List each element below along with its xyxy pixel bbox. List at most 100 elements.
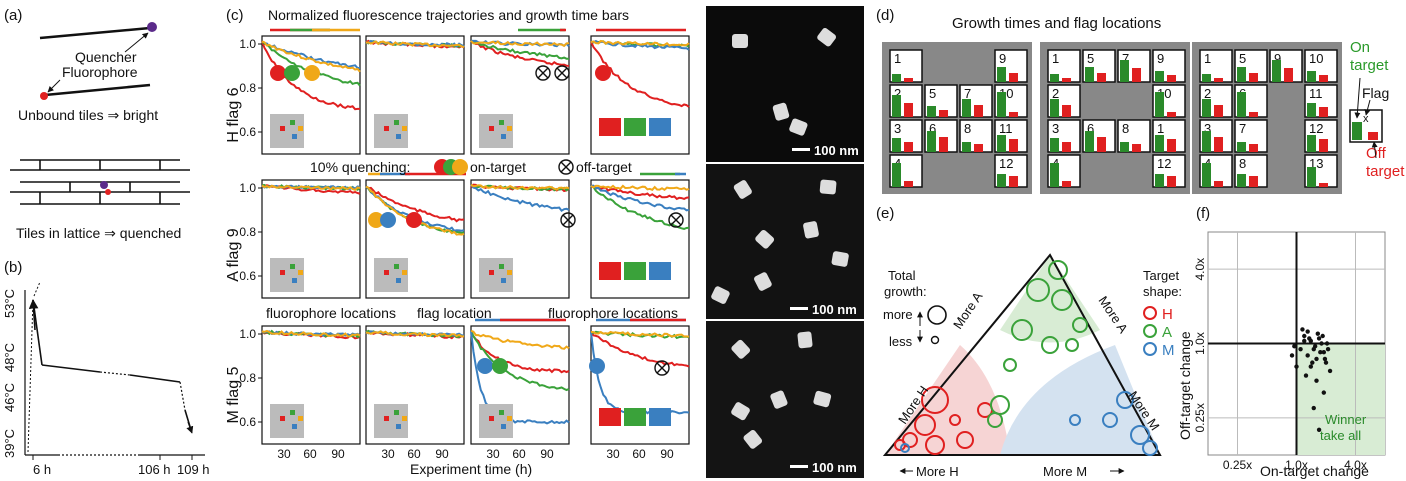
tile-number: 6 bbox=[1087, 121, 1094, 136]
ham-logo-m bbox=[649, 262, 671, 280]
off-target-marker-icon bbox=[654, 360, 670, 376]
scatter-point bbox=[1300, 327, 1305, 332]
fluor-marker bbox=[280, 270, 285, 275]
y-tick-label: 0.6 bbox=[239, 415, 256, 429]
origami-tile bbox=[755, 229, 775, 249]
temp-label-53: 53°C bbox=[2, 289, 17, 318]
winner-1: Winner bbox=[1325, 412, 1367, 427]
x-tick-label: 0.25x bbox=[1223, 458, 1252, 472]
panel-e-label: (e) bbox=[876, 205, 894, 222]
off-target-bar bbox=[1214, 78, 1223, 82]
y-tick-label: 1.0 bbox=[239, 327, 256, 341]
tile-number: 1 bbox=[1052, 51, 1059, 66]
off-target-marker-icon bbox=[656, 362, 668, 374]
on-target-marker bbox=[284, 65, 300, 81]
on-target-bar bbox=[1050, 74, 1059, 82]
fluor-marker bbox=[402, 270, 407, 275]
off-target-marker-icon bbox=[562, 214, 574, 226]
legend-on-target: on-target bbox=[470, 159, 526, 175]
fluor-marker bbox=[499, 120, 504, 125]
x-tick-label: 60 bbox=[512, 447, 526, 461]
growth-circle bbox=[1041, 336, 1059, 354]
tile-number: 1 bbox=[1204, 51, 1211, 66]
trajectory-line bbox=[365, 185, 465, 223]
fluor-marker bbox=[384, 270, 389, 275]
growth-circle bbox=[1051, 289, 1073, 311]
tile-number: 1 bbox=[894, 51, 901, 66]
off-target-bar bbox=[1319, 107, 1328, 117]
tile-number: 5 bbox=[1087, 51, 1094, 66]
on-target-marker bbox=[380, 212, 396, 228]
legend-off-target: off-target bbox=[576, 159, 632, 175]
x-tick-label: 60 bbox=[407, 447, 421, 461]
origami-tile bbox=[732, 34, 748, 48]
fluor-marker bbox=[384, 126, 389, 131]
y-tick-label: 4.0x bbox=[1193, 258, 1207, 281]
growth-circle bbox=[1026, 278, 1050, 302]
on-target-marker bbox=[589, 358, 605, 374]
tile-number: 9 bbox=[1157, 51, 1164, 66]
origami-tile bbox=[770, 390, 788, 409]
trajectory-line bbox=[590, 39, 690, 47]
off-target-bar bbox=[1062, 78, 1071, 82]
scatter-point bbox=[1302, 338, 1307, 344]
y-tick-label: 0.8 bbox=[239, 225, 256, 239]
fluor-marker bbox=[292, 424, 297, 429]
panel-c-label: (c) bbox=[226, 7, 244, 24]
tile-number: 7 bbox=[964, 86, 971, 101]
scatter-point bbox=[1310, 360, 1315, 365]
panel-d-label: (d) bbox=[876, 7, 894, 24]
panel-b: (b) 53°C 48°C 46°C 39°C 6 h 106 h 109 h bbox=[2, 259, 210, 477]
on-target-bar bbox=[997, 135, 1006, 152]
temp-label-46: 46°C bbox=[2, 383, 17, 412]
origami-tile bbox=[797, 331, 813, 349]
quencher-dot bbox=[147, 22, 157, 32]
growth-circle bbox=[1130, 425, 1150, 445]
scatter-point bbox=[1298, 346, 1303, 352]
trajectory-panel bbox=[261, 179, 361, 299]
off-target-marker-icon bbox=[670, 214, 682, 226]
y-tick-label: 0.25x bbox=[1193, 403, 1207, 432]
lattice-caption: Tiles in lattice ⇒ quenched bbox=[16, 225, 181, 241]
row-label-m: M flag 5 bbox=[225, 366, 242, 423]
tile-number: 8 bbox=[964, 121, 971, 136]
origami-tile bbox=[754, 272, 772, 291]
more-a-left: More A bbox=[950, 289, 986, 332]
off-target-marker-icon bbox=[556, 67, 568, 79]
afm-image-h bbox=[706, 6, 864, 162]
origami-tile bbox=[813, 390, 832, 408]
panel-c: (c) Normalized fluorescence trajectories… bbox=[225, 7, 690, 477]
growth-circle bbox=[1116, 391, 1134, 409]
fluor-marker bbox=[280, 126, 285, 131]
anneal-curve bbox=[27, 281, 194, 453]
trajectory-line bbox=[590, 331, 690, 368]
trajectory-line bbox=[470, 39, 570, 67]
fluor-marker bbox=[394, 264, 399, 269]
on-target-bar bbox=[1202, 74, 1211, 82]
on-target-bar bbox=[1202, 99, 1211, 117]
growth-circle bbox=[1011, 319, 1033, 341]
off-target-marker-icon bbox=[554, 65, 570, 81]
on-target-marker bbox=[270, 65, 286, 81]
on-target-bar bbox=[1050, 138, 1059, 152]
off-target-bar bbox=[1062, 181, 1071, 187]
micrographs: 100 nm 100 nm 100 nm bbox=[706, 6, 864, 478]
scatter-point bbox=[1294, 364, 1299, 369]
origami-tile bbox=[733, 180, 752, 199]
fluor-marker bbox=[396, 424, 401, 429]
off-target-bar bbox=[974, 144, 983, 152]
fluor-marker bbox=[402, 126, 407, 131]
trajectory-line bbox=[470, 332, 570, 374]
on-target-bar bbox=[1050, 99, 1059, 117]
off-target-bar bbox=[1319, 139, 1328, 152]
tile-number: 9 bbox=[999, 51, 1006, 66]
on-target-bar bbox=[1202, 131, 1211, 152]
on-target-bar bbox=[1120, 60, 1129, 82]
on-target-bar bbox=[1085, 131, 1094, 152]
on-target-marker bbox=[492, 358, 508, 374]
fluor-marker bbox=[298, 416, 303, 421]
legend-shape-m: M bbox=[1162, 342, 1175, 359]
temp-label-39: 39°C bbox=[2, 429, 17, 458]
panel-a: (a) Quencher Fluorophore Unbound tiles ⇒… bbox=[4, 7, 190, 241]
growth-circle bbox=[1102, 412, 1118, 428]
